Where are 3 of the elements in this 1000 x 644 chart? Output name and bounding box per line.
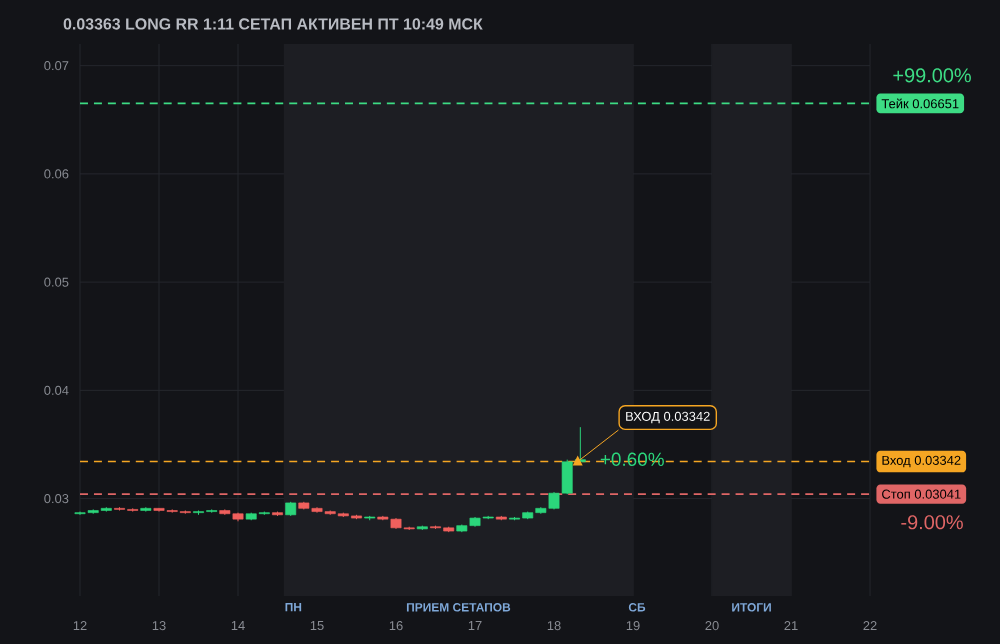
text: -9.00% (901, 515, 963, 530)
text: +99.00% (893, 68, 971, 83)
annotation: +0.60% (600, 452, 664, 466)
